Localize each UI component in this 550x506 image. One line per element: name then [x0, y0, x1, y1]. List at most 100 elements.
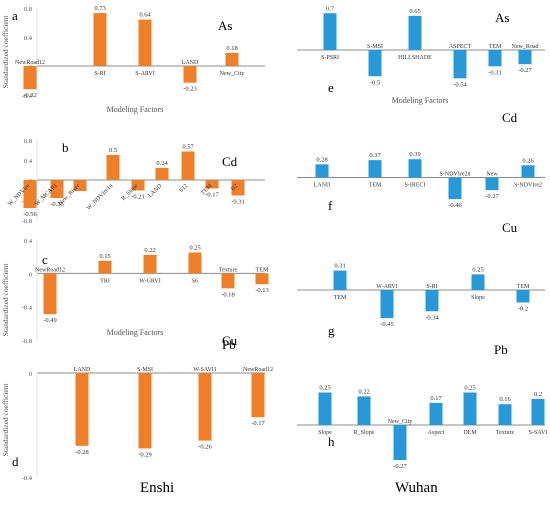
panel-letter-d: d [12, 454, 19, 469]
data-label: -0.56 [23, 211, 37, 218]
data-label: -0.26 [198, 444, 212, 451]
category-label: S-SAVI [529, 430, 548, 436]
bar-c-1 [43, 273, 57, 315]
data-label: 0.17 [430, 395, 442, 402]
bar-g-5 [516, 290, 530, 303]
data-label: 0.25 [319, 385, 330, 392]
category-label: S-NDVIre2 [514, 183, 542, 189]
bar-f-2 [368, 160, 382, 178]
data-label: 0.64 [139, 12, 151, 19]
data-label: 0.39 [409, 151, 420, 158]
category-label: HILLSHADE [398, 55, 432, 61]
bar-c-5 [221, 273, 235, 289]
bar-e-5 [488, 50, 502, 67]
data-label: -0.49 [43, 317, 57, 324]
element-label-d: Pb [222, 337, 236, 352]
category-label: New [486, 172, 498, 178]
bar-d-4 [251, 373, 265, 418]
data-label: -0.21 [131, 194, 145, 201]
data-label: 0.57 [182, 144, 194, 151]
bar-f-4 [448, 177, 462, 200]
panel-letter-g: g [328, 323, 335, 338]
y-tick-label: 0.4 [24, 158, 33, 165]
bar-b-1 [23, 180, 37, 208]
bar-b-8 [205, 180, 219, 189]
bar-e-6 [518, 50, 532, 65]
category-label: Texture [496, 430, 515, 436]
bar-g-4 [471, 274, 485, 290]
data-label: 0.25 [189, 245, 200, 252]
y-tick-label: -0.4 [22, 475, 33, 482]
category-label: W-GRVI [139, 278, 161, 284]
category-label: ASPECT [449, 44, 472, 50]
y-axis-label: Standardized coefficient [1, 15, 10, 89]
bar-d-1 [75, 373, 89, 446]
data-label: -0.17 [205, 192, 219, 199]
bar-b-7 [181, 151, 195, 180]
data-label: -0.13 [255, 287, 269, 294]
region-label-wuhan: Wuhan [395, 480, 438, 496]
data-label: -0.27 [393, 463, 407, 470]
data-label: -0.36 [50, 201, 64, 208]
panel-letter-f: f [328, 198, 333, 213]
bar-e-4 [453, 50, 467, 79]
bar-e-1 [323, 13, 337, 50]
bar-c-6 [255, 273, 269, 285]
category-label: LAND [147, 183, 163, 199]
y-tick-label: 0 [29, 271, 32, 278]
bar-d-3 [198, 373, 212, 441]
bar-h-7 [531, 399, 545, 425]
bar-b-5 [131, 180, 145, 191]
category-label: Slope [471, 295, 485, 301]
category-label: LAND [314, 183, 331, 189]
category-label: S-RI [94, 71, 105, 77]
bar-d-2 [138, 373, 152, 449]
category-label: New_City [388, 419, 413, 425]
category-label: NewRoad12 [15, 60, 45, 66]
bar-h-5 [463, 392, 477, 425]
panel-letter-e: e [328, 80, 334, 95]
y-tick-label: -0.8 [22, 338, 32, 345]
category-label: B2 [230, 183, 239, 192]
data-label: 0.37 [369, 152, 381, 159]
data-label: -0.54 [453, 81, 467, 88]
category-label: S-IRECI [405, 183, 426, 189]
data-label: -0.29 [138, 451, 152, 458]
data-label: 0.28 [316, 156, 327, 163]
category-label: TEM [517, 284, 530, 290]
data-label: 0.31 [334, 263, 345, 270]
bar-h-6 [498, 404, 512, 425]
bar-g-1 [333, 270, 347, 290]
category-label: NewRoad12 [35, 267, 65, 273]
bar-a-4 [183, 66, 197, 83]
category-label: Aspect [428, 430, 445, 436]
category-label: S-MSI [367, 44, 383, 50]
panel-letter-c: c [42, 252, 48, 267]
data-label: 0.22 [144, 247, 155, 254]
element-label-f: Cd [502, 110, 518, 125]
y-tick-label: 0.8 [24, 138, 32, 145]
data-label: -0.28 [75, 449, 89, 456]
data-label: -0.46 [448, 202, 462, 209]
y-tick-label: 0 [29, 371, 32, 378]
element-label-c: Cu [222, 333, 238, 348]
category-label: DEM [463, 430, 477, 436]
data-label: -0.17 [251, 420, 265, 427]
y-axis-label: Standardized coefficient [1, 383, 10, 457]
data-label: 0.15 [99, 253, 110, 260]
bar-f-6 [521, 165, 535, 178]
y-tick-label: -0.4 [22, 305, 33, 312]
data-label: 0.24 [156, 160, 168, 167]
bar-h-1 [318, 392, 332, 425]
data-label: 0.73 [94, 5, 105, 12]
data-label: 0.7 [326, 5, 335, 12]
bar-b-9 [231, 180, 245, 196]
category-label: TEM [489, 44, 502, 50]
category-label: New_City [220, 71, 245, 77]
category-label: LAND [74, 367, 91, 373]
bar-c-4 [188, 252, 202, 274]
data-label: -0.27 [485, 193, 499, 200]
bar-a-5 [225, 52, 239, 66]
bar-a-3 [138, 19, 152, 67]
